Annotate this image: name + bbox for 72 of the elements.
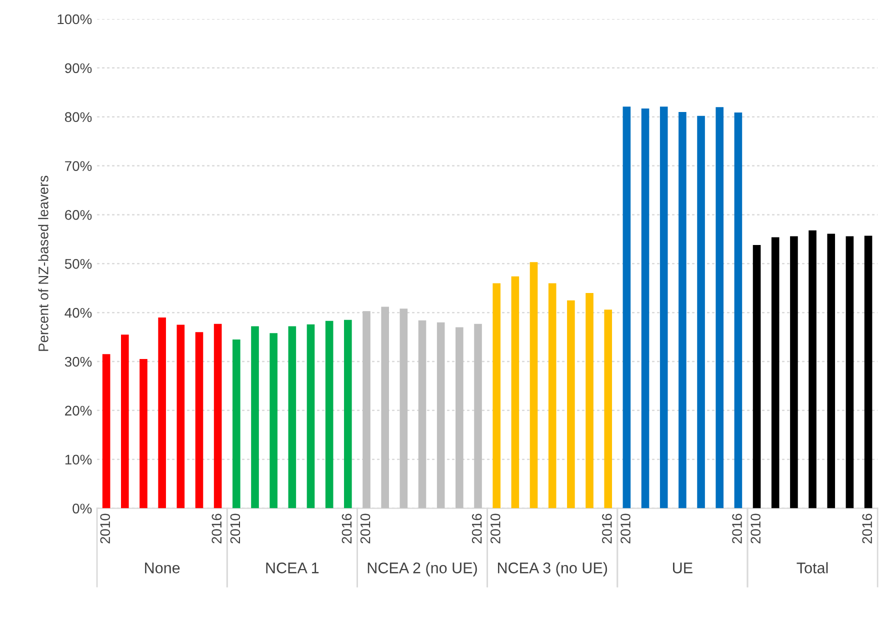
x-tick-label: 2010 [620,514,630,544]
x-tick-label: 2010 [230,514,240,544]
y-tick-label: 60% [65,210,92,220]
text: NCEA 1 [266,562,319,574]
bar [195,332,204,508]
text: NCEA 3 (no UE) [498,562,608,576]
bar [678,112,686,508]
x-tick-label: 2016 [602,514,612,544]
text: NCEA 2 (no UE) [368,562,477,576]
bar [511,276,520,508]
bar [530,262,538,508]
bar [102,354,110,508]
x-tick-label: 2016 [342,514,352,544]
bar [120,334,129,508]
bar [456,327,464,508]
bar [790,236,798,508]
y-tick-label: 10% [65,454,92,465]
x-tick-label: 2010 [360,514,370,544]
bar [660,106,668,508]
y-tick-label: 70% [65,161,92,171]
bar [734,112,742,508]
bar [548,283,556,508]
bar [381,306,389,508]
y-tick-label: 30% [64,356,92,367]
bar [362,311,370,508]
bar [771,237,780,508]
bar [232,339,240,508]
bar [418,320,426,508]
bar [158,317,166,508]
bar [270,333,278,508]
bar [567,300,575,508]
x-tick-label: 2016 [472,514,482,544]
x-tick-label: 2016 [212,514,222,544]
bar [474,324,482,508]
text: Total [796,562,828,574]
bar [492,283,500,508]
bar [716,107,724,508]
bar [622,106,631,508]
x-tick-label: 2010 [100,514,110,544]
bar [808,230,816,508]
y-tick-label: 100% [58,14,92,24]
x-tick-label: 2016 [732,514,742,544]
x-tick-label: 2010 [750,514,761,544]
bar [400,308,408,508]
bar [344,320,352,508]
bar [586,293,594,508]
bar [604,310,612,508]
y-tick-label: 40% [64,308,92,318]
bar [846,236,854,508]
bar [214,324,222,508]
y-tick-label: 90% [65,63,92,74]
bar [827,234,836,508]
bar [288,326,296,508]
bar [697,116,705,508]
bar [864,236,872,508]
y-tick-label: 20% [65,406,92,416]
text: UE [673,562,692,574]
bar [176,324,185,508]
y-tick-label: 0% [72,504,92,514]
x-tick-label: 2016 [862,514,872,544]
bar [436,322,445,508]
bar [325,320,334,508]
bar [641,108,650,508]
y-axis-title: Percent of NZ-based leavers [38,176,48,351]
text: None [145,562,180,574]
bar [140,359,148,508]
bar [306,324,315,508]
x-tick-label: 2010 [490,514,500,544]
bar [251,326,259,508]
y-tick-label: 80% [64,112,92,122]
y-tick-label: 50% [64,258,92,269]
bar [752,245,761,508]
